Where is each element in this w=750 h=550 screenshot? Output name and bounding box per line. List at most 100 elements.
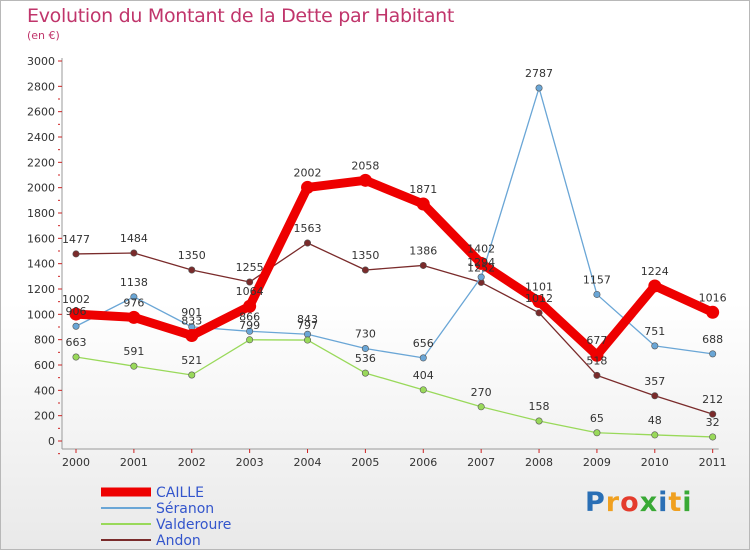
series-line-séranon	[75, 87, 714, 359]
data-label: 1138	[120, 276, 148, 289]
series-line-valderoure	[75, 339, 714, 438]
data-labels: 1002 976 833 1064 2002 2058 1871 1402 1101 677 122…	[62, 67, 727, 429]
data-point	[593, 290, 601, 298]
data-point	[304, 239, 312, 247]
y-tick-label: 2400	[27, 131, 55, 144]
y-tick-label: 1000	[27, 308, 55, 321]
data-label: 357	[644, 375, 665, 388]
data-point	[361, 345, 369, 353]
data-label: 797	[297, 319, 318, 332]
data-point	[416, 197, 430, 211]
legend-label: Andon	[156, 533, 201, 549]
data-label: 751	[644, 325, 665, 338]
data-point	[188, 266, 196, 274]
x-tick-label: 2004	[294, 456, 322, 469]
y-tick-label: 0	[48, 435, 55, 448]
data-label: 1386	[409, 244, 437, 257]
data-point	[651, 342, 659, 350]
legend-label: CAILLE	[156, 485, 204, 501]
y-tick-label: 200	[34, 410, 55, 423]
data-label: 866	[239, 310, 260, 323]
data-point	[535, 84, 543, 92]
data-point	[246, 336, 254, 344]
data-label: 1002	[62, 293, 90, 306]
data-point	[477, 273, 485, 281]
chart-subtitle: (en €)	[27, 29, 60, 42]
data-point	[593, 371, 601, 379]
data-label: 1101	[525, 281, 553, 294]
data-label: 212	[702, 393, 723, 406]
data-point	[361, 369, 369, 377]
data-label: 1563	[294, 222, 322, 235]
data-label: 591	[123, 345, 144, 358]
data-point	[72, 353, 80, 361]
x-tick-label: 2008	[525, 456, 553, 469]
y-tick-label: 400	[34, 384, 55, 397]
y-tick-label: 1200	[27, 283, 55, 296]
y-tick-label: 1800	[27, 207, 55, 220]
data-label: 1012	[525, 292, 553, 305]
data-label: 730	[355, 328, 376, 341]
data-label: 536	[355, 352, 376, 365]
y-tick-label: 2600	[27, 106, 55, 119]
data-label: 1224	[641, 265, 669, 278]
data-point	[188, 371, 196, 379]
logo-letter: i	[682, 487, 693, 518]
data-point	[72, 322, 80, 330]
series-line-caille	[71, 175, 718, 360]
data-point	[535, 417, 543, 425]
data-label: 518	[586, 354, 607, 367]
legend-label: Séranon	[156, 501, 214, 517]
data-point	[593, 429, 601, 437]
data-point	[419, 386, 427, 394]
data-label: 1350	[178, 249, 206, 262]
data-label: 1484	[120, 232, 148, 245]
x-tick-label: 2001	[120, 456, 148, 469]
data-label: 833	[181, 314, 202, 327]
data-label: 1871	[409, 183, 437, 196]
x-tick-label: 2003	[236, 456, 264, 469]
proxiti-logo: Proxiti	[585, 487, 693, 518]
x-tick-label: 2009	[583, 456, 611, 469]
data-point	[358, 173, 372, 187]
data-point	[243, 299, 257, 313]
data-point	[419, 354, 427, 362]
data-point	[709, 350, 717, 358]
y-tick-label: 600	[34, 359, 55, 372]
data-label: 1350	[351, 249, 379, 262]
x-tick-label: 2006	[409, 456, 437, 469]
data-label: 976	[123, 296, 144, 309]
y-tick-label: 1600	[27, 232, 55, 245]
data-label: 65	[590, 412, 604, 425]
x-tick-label: 2007	[467, 456, 495, 469]
data-point	[535, 309, 543, 317]
data-label: 2058	[351, 159, 379, 172]
series-lines	[69, 84, 720, 441]
axes: 0 200 400 600 800 1000 1200 1400 1600 1800 2000 220…	[27, 55, 727, 469]
data-point	[130, 362, 138, 370]
data-point	[130, 293, 138, 301]
legend-label: Valderoure	[156, 517, 231, 533]
x-tick-label: 2005	[351, 456, 379, 469]
data-point	[69, 307, 83, 321]
data-point	[72, 250, 80, 258]
data-label: 48	[648, 414, 662, 427]
y-tick-label: 3000	[27, 55, 55, 68]
data-label: 1294	[467, 256, 495, 269]
data-point	[130, 249, 138, 257]
data-label: 688	[702, 333, 723, 346]
data-label: 32	[706, 416, 720, 429]
data-label: 158	[529, 400, 550, 413]
data-label: 656	[413, 337, 434, 350]
logo-letter: t	[668, 487, 683, 518]
data-label: 1016	[699, 291, 727, 304]
logo-letter: r	[605, 487, 621, 518]
data-label: 906	[66, 305, 87, 318]
data-point	[590, 348, 604, 362]
data-label: 1157	[583, 273, 611, 286]
data-label: 1252	[467, 261, 495, 274]
data-point	[532, 295, 546, 309]
